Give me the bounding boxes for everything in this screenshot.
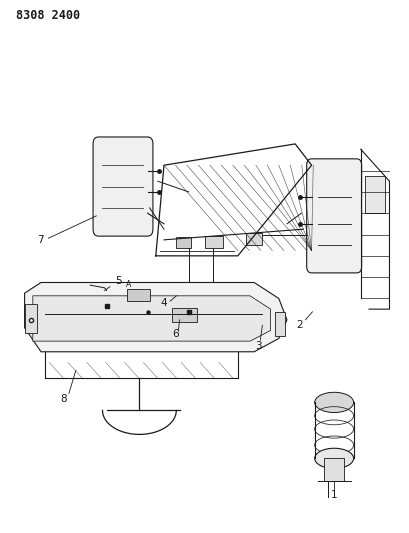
Text: 2: 2 [295,320,302,330]
Text: 8: 8 [60,394,67,405]
Text: 4: 4 [160,298,167,309]
FancyBboxPatch shape [306,159,361,273]
Bar [127,289,149,301]
Text: 8308 2400: 8308 2400 [16,9,80,22]
Bar [25,304,37,333]
Bar [364,176,384,213]
Text: 7: 7 [37,235,43,245]
Text: 5: 5 [115,276,122,286]
Bar [204,236,223,248]
Bar [323,458,344,481]
Ellipse shape [314,448,353,469]
Text: 1: 1 [330,490,337,500]
Bar [176,237,190,248]
Ellipse shape [314,392,353,413]
Text: 3: 3 [254,341,261,351]
Text: 6: 6 [172,329,178,339]
Bar [274,312,284,336]
Bar [245,233,262,245]
Bar [172,308,196,322]
Polygon shape [33,296,270,341]
Text: A: A [126,280,131,289]
FancyBboxPatch shape [93,137,153,236]
Polygon shape [25,282,286,352]
